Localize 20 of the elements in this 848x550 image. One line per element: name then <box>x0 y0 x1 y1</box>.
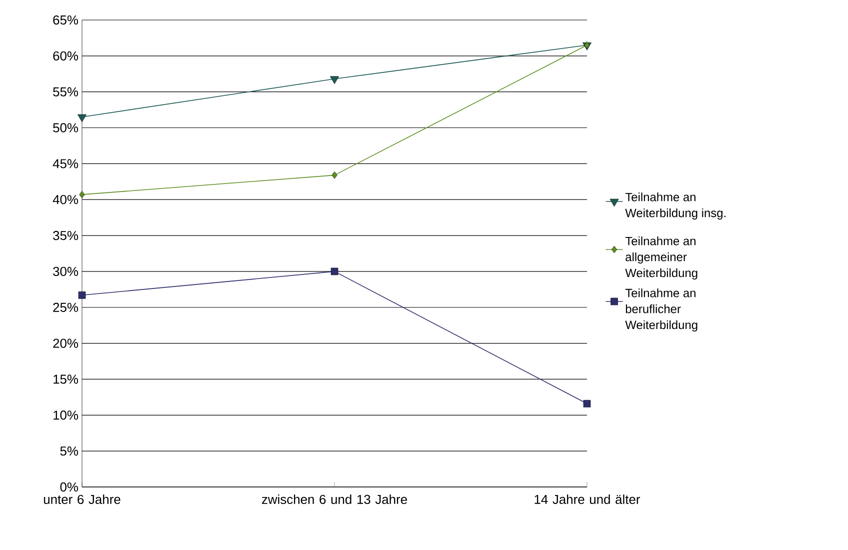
y-tick-label: 55% <box>53 87 78 96</box>
y-tick-label: 45% <box>52 159 78 168</box>
y-tick-label: 0% <box>60 482 78 492</box>
y-tick-label: 10% <box>54 410 78 420</box>
y-tick-label: 30% <box>53 266 78 276</box>
legend-label: Teilnahme an Weiterbildung insg. <box>625 192 726 220</box>
y-tick-label: 35% <box>53 230 78 240</box>
y-tick-label: 60% <box>53 51 78 60</box>
x-tick-label: 14 Jahre und älter <box>534 494 640 504</box>
legend-label: Teilnahme an allgemeiner Weiterbildung <box>625 236 698 280</box>
y-tick-label: 25% <box>53 302 78 312</box>
y-tick-label: 40% <box>52 195 78 204</box>
y-tick-label: 50% <box>53 123 78 132</box>
x-tick-label: zwischen 6 und 13 Jahre <box>262 494 407 504</box>
y-tick-label: 20% <box>53 338 78 348</box>
y-tick-label: 65% <box>53 15 78 25</box>
legend-label: Teilnahme an beruflicher Weiterbildung <box>625 288 698 332</box>
y-tick-label: 5% <box>60 446 78 456</box>
y-tick-label: 15% <box>54 374 78 384</box>
x-tick-label: unter 6 Jahre <box>44 494 120 504</box>
